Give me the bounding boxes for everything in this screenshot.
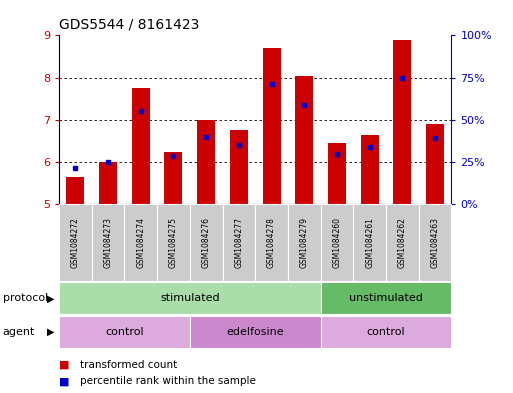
Bar — [190, 316, 321, 348]
Text: control: control — [105, 327, 144, 337]
Bar — [132, 88, 150, 204]
Bar — [361, 135, 379, 204]
Text: GSM1084278: GSM1084278 — [267, 217, 276, 268]
Text: GSM1084261: GSM1084261 — [365, 217, 374, 268]
Bar — [288, 204, 321, 281]
Text: transformed count: transformed count — [80, 360, 177, 370]
Bar — [321, 204, 353, 281]
Text: ▶: ▶ — [47, 327, 55, 337]
Bar — [328, 143, 346, 204]
Text: GSM1084276: GSM1084276 — [202, 217, 211, 268]
Bar — [295, 75, 313, 204]
Text: control: control — [367, 327, 405, 337]
Text: GDS5544 / 8161423: GDS5544 / 8161423 — [59, 18, 200, 32]
Bar — [230, 130, 248, 204]
Text: percentile rank within the sample: percentile rank within the sample — [80, 376, 255, 386]
Text: edelfosine: edelfosine — [226, 327, 284, 337]
Bar — [197, 120, 215, 204]
Text: ■: ■ — [59, 376, 69, 386]
Bar — [59, 282, 321, 314]
Bar — [321, 282, 451, 314]
Text: ■: ■ — [59, 360, 69, 370]
Bar — [321, 316, 451, 348]
Bar — [59, 204, 92, 281]
Bar — [99, 162, 117, 204]
Text: GSM1084273: GSM1084273 — [104, 217, 112, 268]
Text: protocol: protocol — [3, 293, 48, 303]
Text: GSM1084277: GSM1084277 — [234, 217, 243, 268]
Bar — [419, 204, 451, 281]
Bar — [263, 48, 281, 204]
Bar — [165, 152, 183, 204]
Bar — [157, 204, 190, 281]
Bar — [255, 204, 288, 281]
Text: GSM1084275: GSM1084275 — [169, 217, 178, 268]
Text: GSM1084263: GSM1084263 — [430, 217, 440, 268]
Text: GSM1084279: GSM1084279 — [300, 217, 309, 268]
Text: agent: agent — [3, 327, 35, 337]
Bar — [223, 204, 255, 281]
Bar — [386, 204, 419, 281]
Text: unstimulated: unstimulated — [349, 293, 423, 303]
Bar — [59, 316, 190, 348]
Text: GSM1084274: GSM1084274 — [136, 217, 145, 268]
Bar — [353, 204, 386, 281]
Bar — [426, 124, 444, 204]
Bar — [190, 204, 223, 281]
Bar — [66, 177, 84, 204]
Bar — [92, 204, 125, 281]
Text: GSM1084272: GSM1084272 — [71, 217, 80, 268]
Bar — [393, 40, 411, 204]
Text: stimulated: stimulated — [160, 293, 220, 303]
Text: ▶: ▶ — [47, 293, 55, 303]
Text: GSM1084260: GSM1084260 — [332, 217, 342, 268]
Text: GSM1084262: GSM1084262 — [398, 217, 407, 268]
Bar — [124, 204, 157, 281]
